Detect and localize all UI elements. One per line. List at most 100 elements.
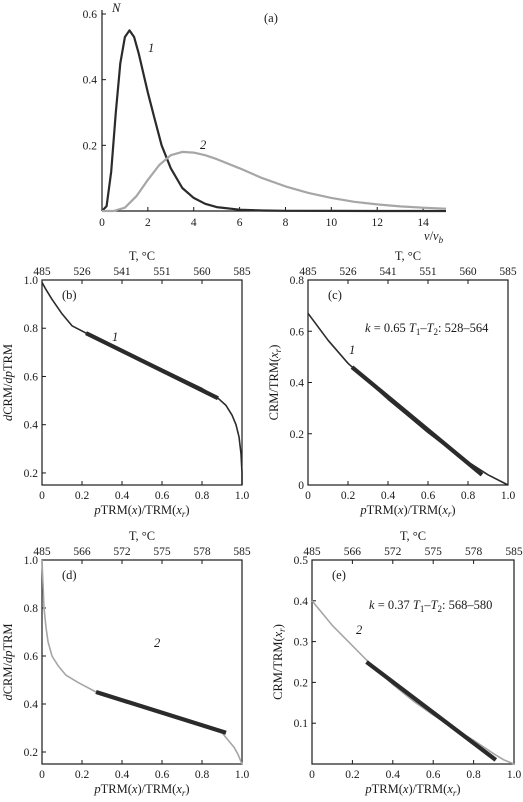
x-tick-label-a: 8 — [283, 217, 289, 229]
top-tick-label-e: 585 — [505, 546, 523, 558]
panel-label-b: (b) — [62, 288, 77, 302]
y-tick-label-e: 0.2 — [294, 677, 309, 689]
top-tick-label-d: 585 — [233, 546, 251, 558]
x-tick-label-a: 4 — [191, 217, 197, 229]
y-tick-label-c: 0.2 — [290, 429, 305, 441]
panel-c: 0 0.2 0.4 0.6 0.8 1.0 485 526 541 551 560 585 T, °C 0… — [267, 249, 517, 519]
x-tick-label-e: 0 — [309, 769, 315, 781]
x-tick-label-e: 0.4 — [386, 769, 401, 781]
y-tick-label-c: 0.4 — [290, 378, 305, 390]
series-line-a-curve-1 — [102, 150, 447, 213]
x-tick-label-e: 0.2 — [345, 769, 360, 781]
plot-frame-e — [311, 559, 515, 765]
y-tick-label-c: 0 — [298, 480, 304, 492]
y-tick-label-e: 0.4 — [294, 596, 309, 608]
y-tick-label-a: 0.2 — [83, 140, 98, 152]
x-tick-label-b: 0.6 — [155, 490, 170, 502]
y-tick-label-e: 0.1 — [294, 718, 309, 730]
panel-label-a: (a) — [264, 11, 278, 25]
y-tick-label-e: 0.3 — [294, 637, 309, 649]
top-tick-label-e: 578 — [465, 546, 483, 558]
x-tick-label-a: 12 — [371, 217, 383, 229]
panel-a: 0 2 4 6 8 10 12 140.20.40.6 Nv/vb(a)12 — [83, 1, 447, 245]
x-tick-label-b: 0.4 — [115, 490, 130, 502]
x-tick-label-c: 0.4 — [381, 490, 396, 502]
x-tick-label-c: 0 — [305, 490, 311, 502]
top-tick-label-b: 541 — [113, 266, 131, 278]
y-tick-label-d: 0.8 — [24, 603, 39, 615]
top-tick-label-e: 566 — [344, 546, 362, 558]
y-tick-label-b: 0.8 — [24, 323, 39, 335]
annotation-c: k = 0.65 T1–T2: 528–564 — [365, 321, 489, 337]
top-tick-label-e: 572 — [384, 546, 402, 558]
plot-frame-c — [307, 279, 509, 486]
y-tick-label-c: 0.6 — [290, 326, 305, 338]
series-line-c-fit — [350, 365, 484, 477]
x-tick-label-e: 0.6 — [426, 769, 441, 781]
top-tick-label-b: 560 — [193, 266, 211, 278]
top-tick-label-b: 526 — [73, 266, 91, 278]
panel-label-d: (d) — [62, 568, 77, 582]
series-line-e-fit — [365, 660, 498, 762]
y-tick-label-b: 0.6 — [24, 371, 39, 383]
top-tick-label-c: 551 — [419, 266, 437, 278]
y-tick-label-e: 0.5 — [294, 555, 309, 567]
curve-label-d: 2 — [154, 636, 160, 650]
x-tick-label-c: 0.2 — [341, 490, 356, 502]
y-tick-label-a: 0.6 — [83, 9, 98, 21]
x-axis-label-d: pTRM(x)/TRM(xr) — [93, 782, 189, 798]
x-tick-label-c: 0.6 — [421, 490, 436, 502]
y-tick-label-b: 0.2 — [24, 468, 39, 480]
x-axis-label-c: pTRM(x)/TRM(xr) — [359, 503, 455, 519]
y-axis-label-d: dCRM/dpTRM — [1, 623, 15, 700]
x-tick-label-a: 0 — [99, 217, 105, 229]
x-axis-label-b: pTRM(x)/TRM(xr) — [93, 503, 189, 519]
y-tick-label-d: 0.6 — [24, 651, 39, 663]
annotation-e: k = 0.37 T1–T2: 568–580 — [369, 598, 492, 614]
y-tick-label-d: 1.0 — [24, 555, 39, 567]
y-tick-label-a: 0.4 — [83, 75, 98, 87]
x-tick-label-b: 0.2 — [75, 490, 90, 502]
plot-frame-d — [41, 559, 243, 765]
x-axis-label-e: pTRM(x)/TRM(xr) — [364, 782, 460, 798]
top-tick-label-d: 566 — [73, 546, 91, 558]
x-tick-label-d: 0 — [39, 769, 45, 781]
top-tick-label-e: 575 — [425, 546, 443, 558]
series-line-b-curve-0 — [41, 282, 243, 485]
x-tick-label-e: 0.8 — [466, 769, 481, 781]
y-axis-label-a: N — [111, 1, 121, 15]
x-tick-label-b: 0 — [39, 490, 45, 502]
series-line-d-curve-0 — [41, 559, 243, 765]
series-label-2: 2 — [200, 138, 206, 152]
top-tick-label-c: 541 — [379, 266, 397, 278]
y-tick-label-d: 0.2 — [24, 747, 39, 759]
series-line-d-fit — [95, 689, 227, 735]
x-tick-label-d: 0.4 — [115, 769, 130, 781]
x-tick-label-a: 6 — [237, 217, 243, 229]
curve-label-c: 1 — [349, 343, 355, 357]
x-tick-label-c: 1.0 — [501, 490, 516, 502]
top-tick-label-d: 485 — [33, 546, 51, 558]
x-tick-label-d: 1.0 — [235, 769, 250, 781]
curve-label-b: 1 — [112, 330, 118, 344]
x-tick-label-e: 1.0 — [507, 769, 522, 781]
top-tick-label-c: 526 — [339, 266, 357, 278]
x-tick-label-b: 1.0 — [235, 490, 250, 502]
y-tick-label-b: 1.0 — [24, 275, 39, 287]
x-tick-label-c: 0.8 — [461, 490, 476, 502]
top-axis-label-c: T, °C — [395, 249, 421, 263]
top-tick-label-b: 585 — [233, 266, 251, 278]
series-line-b-fit — [85, 331, 219, 401]
x-tick-label-b: 0.8 — [195, 490, 210, 502]
x-tick-label-a: 14 — [417, 217, 429, 229]
x-tick-label-d: 0.6 — [155, 769, 170, 781]
top-tick-label-e: 485 — [303, 546, 321, 558]
x-tick-label-a: 10 — [326, 217, 338, 229]
x-tick-label-d: 0.8 — [195, 769, 210, 781]
top-tick-label-b: 551 — [153, 266, 171, 278]
series-line-c-curve-0 — [307, 312, 509, 486]
series-label-1: 1 — [148, 41, 154, 55]
